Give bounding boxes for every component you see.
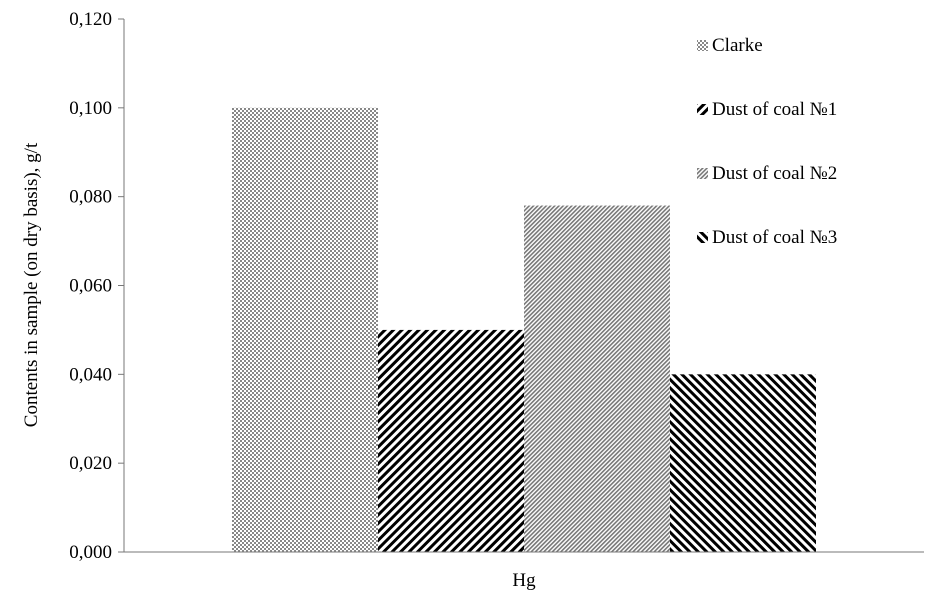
y-axis-label: Contents in sample (on dry basis), g/t xyxy=(21,142,42,427)
bar-4 xyxy=(670,374,816,552)
y-tick-label: 0,080 xyxy=(69,187,112,208)
legend-swatch xyxy=(697,232,708,243)
x-tick-label: Hg xyxy=(512,570,536,591)
bar-2 xyxy=(378,329,524,552)
legend-label: Dust of coal №3 xyxy=(712,227,837,248)
bar-1 xyxy=(232,107,378,552)
legend-swatch xyxy=(697,168,708,179)
y-tick-label: 0,100 xyxy=(69,98,112,119)
legend-swatch xyxy=(697,40,708,51)
y-tick-label: 0,120 xyxy=(69,9,112,30)
y-tick-label: 0,040 xyxy=(69,364,112,385)
y-tick-label: 0,000 xyxy=(69,542,112,563)
legend-label: Dust of coal №2 xyxy=(712,163,837,184)
legend-swatch xyxy=(697,104,708,115)
legend-label: Clarke xyxy=(712,35,763,56)
y-tick-label: 0,020 xyxy=(69,453,112,474)
bar-3 xyxy=(524,205,670,553)
legend-label: Dust of coal №1 xyxy=(712,99,837,120)
y-tick-label: 0,060 xyxy=(69,276,112,297)
